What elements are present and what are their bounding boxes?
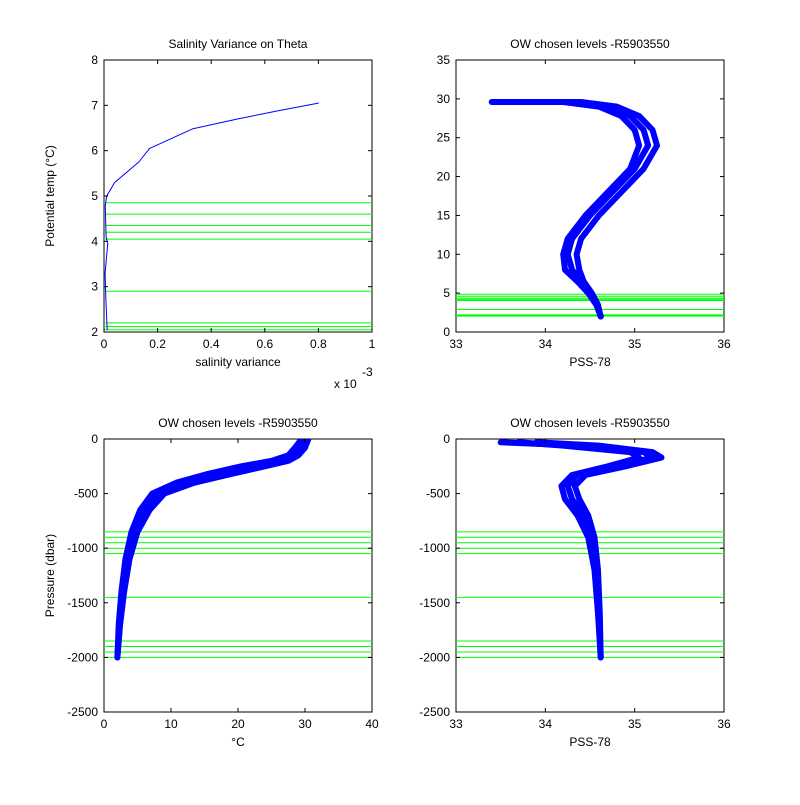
subplot-2: 33 34 35 36 0 5 10 15 20 25 30 35 OW chosen levels -…	[437, 37, 731, 369]
y-tick-label: 3	[91, 280, 98, 294]
plot-area-1	[103, 59, 373, 333]
y-axis-label: Potential temp (°C)	[43, 145, 57, 247]
y-tick-label: 7	[91, 98, 98, 112]
x-tick-label: 40	[365, 717, 379, 731]
x-scale-multiplier: x 10	[334, 377, 357, 391]
y-tick-label: 15	[437, 208, 451, 222]
x-axis-label: PSS-78	[569, 735, 611, 749]
subplot-3: 0 10 20 30 40 0 -500 -1000 -1500 -2000 -2500 OW cho…	[43, 416, 379, 749]
x-tick-label: 33	[449, 717, 463, 731]
y-tick-label: -500	[426, 487, 450, 501]
subplot-4: 33 34 35 36 0 -500 -1000 -1500 -2000 -2500 OW chos…	[419, 416, 731, 749]
x-tick-label: 0.4	[203, 337, 220, 351]
y-tick-label: 30	[437, 92, 451, 106]
x-axis-label: salinity variance	[195, 355, 281, 369]
y-axis-label: Pressure (dbar)	[43, 534, 57, 617]
y-tick-label: -1000	[67, 541, 98, 555]
plot-area-4	[455, 438, 725, 713]
x-tick-label: 1	[369, 337, 376, 351]
profile-line	[533, 439, 665, 661]
y-tick-label: 0	[443, 432, 450, 446]
x-tick-label: 0.8	[310, 337, 327, 351]
x-tick-label: 34	[539, 717, 553, 731]
x-tick-label: 33	[449, 337, 463, 351]
x-tick-label: 0.2	[149, 337, 166, 351]
y-tick-label: 10	[437, 247, 451, 261]
profile-line	[506, 99, 643, 320]
y-tick-label: -2000	[419, 650, 450, 664]
x-tick-label: 0	[101, 337, 108, 351]
x-tick-label: 35	[628, 717, 642, 731]
chart-title: OW chosen levels -R5903550	[510, 416, 670, 430]
y-tick-label: -1500	[67, 596, 98, 610]
y-tick-label: -2500	[419, 705, 450, 719]
y-tick-label: 6	[91, 144, 98, 158]
x-scale-exponent: -3	[362, 365, 373, 379]
y-tick-label: -1000	[419, 541, 450, 555]
y-tick-label: 4	[91, 234, 98, 248]
y-tick-label: 8	[91, 53, 98, 67]
chart-title: OW chosen levels -R5903550	[510, 37, 670, 51]
y-tick-label: 5	[443, 286, 450, 300]
y-tick-label: 20	[437, 170, 451, 184]
x-tick-label: 35	[628, 337, 642, 351]
y-tick-label: 5	[91, 189, 98, 203]
subplot-1: 0 0.2 0.4 0.6 0.8 1 2 3 4 5 6 7 8 Salinity Variance o…	[43, 37, 376, 391]
x-axis-label: PSS-78	[569, 355, 611, 369]
y-tick-label: 0	[443, 325, 450, 339]
profile-line	[114, 439, 305, 661]
chart-title: Salinity Variance on Theta	[169, 37, 308, 51]
y-tick-label: -1500	[419, 596, 450, 610]
y-tick-label: 25	[437, 131, 451, 145]
y-tick-label: 35	[437, 53, 451, 67]
chart-title: OW chosen levels -R5903550	[158, 416, 318, 430]
x-tick-label: 30	[298, 717, 312, 731]
x-tick-label: 34	[539, 337, 553, 351]
x-tick-label: 36	[717, 337, 731, 351]
y-tick-label: -500	[74, 487, 98, 501]
x-tick-label: 36	[717, 717, 731, 731]
y-tick-label: -2000	[67, 650, 98, 664]
x-tick-label: 20	[231, 717, 245, 731]
x-tick-label: 10	[164, 717, 178, 731]
plot-area-3	[103, 438, 373, 713]
x-tick-label: 0	[101, 717, 108, 731]
x-axis-label: °C	[231, 735, 245, 749]
y-tick-label: 2	[91, 325, 98, 339]
x-tick-label: 0.6	[256, 337, 273, 351]
y-tick-label: 0	[91, 432, 98, 446]
y-tick-label: -2500	[67, 705, 98, 719]
profile-line	[524, 99, 660, 320]
